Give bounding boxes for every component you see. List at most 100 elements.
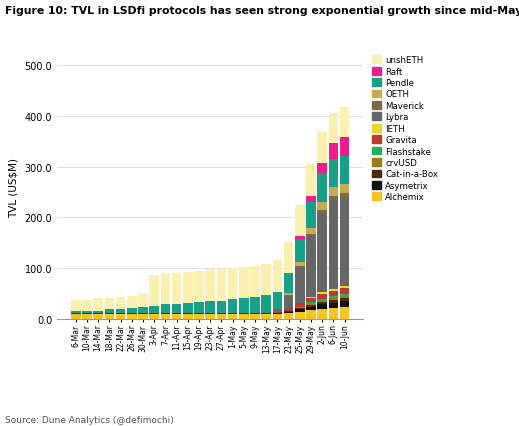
Bar <box>250 297 260 314</box>
Bar <box>306 303 316 304</box>
Bar <box>318 309 327 320</box>
Bar <box>329 308 338 320</box>
Bar <box>340 108 349 138</box>
Bar <box>149 314 159 320</box>
Bar <box>82 311 92 314</box>
Bar <box>183 314 193 320</box>
Bar <box>228 314 237 320</box>
Text: Figure 10: TVL in LSDfi protocols has seen strong exponential growth since mid-M: Figure 10: TVL in LSDfi protocols has se… <box>5 6 519 16</box>
Bar <box>239 299 249 314</box>
Bar <box>160 305 170 314</box>
Bar <box>329 291 338 296</box>
Bar <box>306 307 316 311</box>
Bar <box>160 314 170 320</box>
Bar <box>183 303 193 314</box>
Bar <box>318 305 327 309</box>
Bar <box>329 296 338 299</box>
Bar <box>138 294 148 308</box>
Bar <box>272 314 282 320</box>
Bar <box>329 187 338 196</box>
Bar <box>105 314 114 320</box>
Bar <box>340 138 349 157</box>
Bar <box>306 228 316 234</box>
Bar <box>284 296 293 309</box>
Bar <box>295 268 305 303</box>
Bar <box>340 157 349 185</box>
Bar <box>318 299 327 301</box>
Bar <box>318 214 327 293</box>
Bar <box>295 205 305 237</box>
Bar <box>71 314 80 320</box>
Bar <box>295 304 305 307</box>
Bar <box>206 301 215 314</box>
Bar <box>272 312 282 313</box>
Bar <box>295 262 305 266</box>
Bar <box>329 301 338 303</box>
Bar <box>228 299 237 314</box>
Bar <box>295 237 305 239</box>
Bar <box>71 311 80 314</box>
Bar <box>284 311 293 312</box>
Bar <box>306 311 316 320</box>
Bar <box>306 305 316 307</box>
Bar <box>272 310 282 312</box>
Bar <box>318 164 327 175</box>
Bar <box>262 264 271 295</box>
Bar <box>116 297 126 310</box>
Bar <box>340 296 349 299</box>
Bar <box>216 314 226 320</box>
Text: Source: Dune Analytics (@defimochi): Source: Dune Analytics (@defimochi) <box>5 415 174 424</box>
Bar <box>295 309 305 312</box>
Bar <box>250 314 260 320</box>
Bar <box>306 298 316 299</box>
Bar <box>172 273 181 305</box>
Bar <box>306 165 316 196</box>
Bar <box>138 314 148 320</box>
Bar <box>105 299 114 310</box>
Bar <box>216 270 226 301</box>
Bar <box>329 289 338 291</box>
Bar <box>172 305 181 314</box>
Bar <box>272 292 282 310</box>
Bar <box>284 274 293 293</box>
Bar <box>82 300 92 311</box>
Bar <box>340 185 349 194</box>
Bar <box>127 314 136 320</box>
Legend: unshETH, Raft, Pendle, OETH, Maverick, Lybra, IETH, Gravita, Flashstake, crvUSD,: unshETH, Raft, Pendle, OETH, Maverick, L… <box>371 55 440 204</box>
Bar <box>262 314 271 320</box>
Bar <box>127 308 136 314</box>
Bar <box>295 307 305 308</box>
Bar <box>194 314 204 320</box>
Bar <box>284 314 293 320</box>
Bar <box>329 159 338 187</box>
Bar <box>329 143 338 159</box>
Bar <box>272 260 282 292</box>
Bar <box>116 310 126 314</box>
Bar <box>318 211 327 214</box>
Bar <box>318 133 327 164</box>
Bar <box>340 288 349 295</box>
Bar <box>93 311 103 314</box>
Bar <box>318 293 327 294</box>
Bar <box>340 295 349 296</box>
Bar <box>138 308 148 314</box>
Bar <box>284 312 293 314</box>
Bar <box>228 268 237 299</box>
Bar <box>306 237 316 298</box>
Bar <box>306 203 316 228</box>
Bar <box>318 203 327 211</box>
Bar <box>93 299 103 311</box>
Bar <box>149 306 159 314</box>
Bar <box>306 304 316 305</box>
Bar <box>340 299 349 301</box>
Bar <box>340 307 349 320</box>
Bar <box>306 196 316 203</box>
Bar <box>160 273 170 305</box>
Bar <box>262 295 271 313</box>
Bar <box>318 175 327 203</box>
Bar <box>127 296 136 308</box>
Bar <box>318 294 327 299</box>
Bar <box>284 242 293 274</box>
Bar <box>295 303 305 304</box>
Bar <box>284 293 293 295</box>
